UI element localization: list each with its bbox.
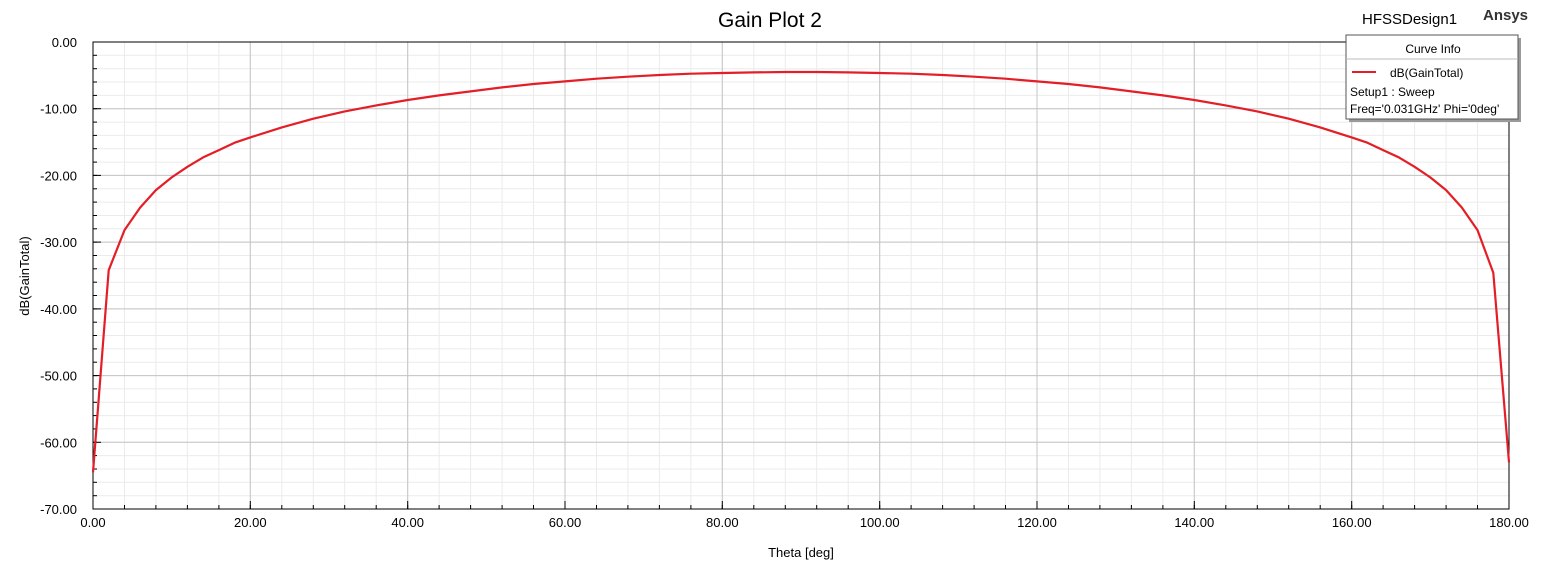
x-tick-label: 60.00 xyxy=(549,515,582,530)
chart-title: Gain Plot 2 xyxy=(718,9,822,32)
legend-box xyxy=(1345,34,1519,120)
y-tick-label: -70.00 xyxy=(40,502,77,517)
design-name: HFSSDesign1 xyxy=(1362,11,1457,28)
y-tick-label: 0.00 xyxy=(52,35,77,50)
legend-title: Curve Info xyxy=(1405,42,1461,56)
minor-grid xyxy=(92,41,1510,510)
y-tick-label: -40.00 xyxy=(40,302,77,317)
series-layer xyxy=(91,70,1511,473)
y-axis-label: dB(GainTotal) xyxy=(17,236,32,315)
legend-setup-line: Setup1 : Sweep xyxy=(1350,85,1435,99)
curve-info-legend[interactable]: Curve Info dB(GainTotal) Setup1 : Sweep … xyxy=(1345,34,1521,122)
ansys-logo-text: Ansys xyxy=(1483,7,1528,24)
x-tick-label: 160.00 xyxy=(1332,515,1372,530)
x-axis-label: Theta [deg] xyxy=(768,545,834,560)
legend-freq-line: Freq='0.031GHz' Phi='0deg' xyxy=(1350,102,1499,116)
axis-minor-ticks xyxy=(92,41,1510,510)
x-tick-label: 20.00 xyxy=(234,515,267,530)
x-tick-label: 120.00 xyxy=(1017,515,1057,530)
x-tick-labels: 0.00 20.00 40.00 60.00 80.00 100.00 120.00 140.… xyxy=(80,515,1529,530)
y-tick-label: -50.00 xyxy=(40,369,77,384)
plot-area-border xyxy=(92,41,1510,510)
x-tick-label: 80.00 xyxy=(706,515,739,530)
y-tick-labels: 0.00 -10.00 -20.00 -30.00 -40.00 -50.00 -60.00… xyxy=(40,35,77,517)
y-tick-label: -30.00 xyxy=(40,235,77,250)
x-tick-label: 100.00 xyxy=(860,515,900,530)
x-tick-label: 140.00 xyxy=(1174,515,1214,530)
x-tick-label: 0.00 xyxy=(80,515,105,530)
y-tick-label: -10.00 xyxy=(40,102,77,117)
x-tick-label: 40.00 xyxy=(391,515,424,530)
legend-entry-label: dB(GainTotal) xyxy=(1390,66,1463,80)
major-grid xyxy=(92,41,1510,510)
y-tick-label: -60.00 xyxy=(40,435,77,450)
series-line-gaintotal xyxy=(91,70,1511,473)
y-tick-label: -20.00 xyxy=(40,168,77,183)
x-tick-label: 180.00 xyxy=(1489,515,1529,530)
